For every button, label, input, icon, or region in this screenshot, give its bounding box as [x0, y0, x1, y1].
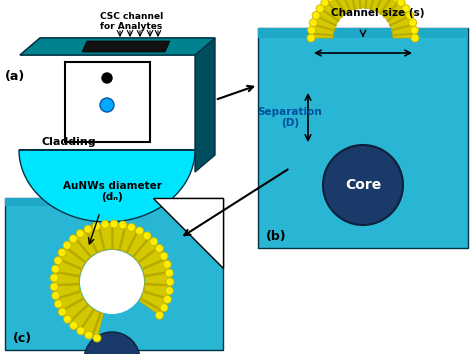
Text: (a): (a) — [5, 70, 25, 83]
Circle shape — [52, 292, 60, 299]
Circle shape — [50, 274, 58, 282]
Polygon shape — [195, 38, 215, 172]
Circle shape — [58, 249, 66, 257]
Circle shape — [155, 311, 164, 319]
Circle shape — [402, 5, 410, 13]
Polygon shape — [82, 41, 170, 52]
Text: (b): (b) — [266, 230, 287, 243]
Text: (dₙ): (dₙ) — [101, 192, 123, 202]
Polygon shape — [153, 198, 223, 268]
Polygon shape — [19, 150, 195, 222]
Text: Core: Core — [345, 178, 381, 192]
Circle shape — [150, 238, 158, 246]
Circle shape — [166, 278, 174, 286]
Circle shape — [54, 257, 62, 264]
Circle shape — [84, 331, 92, 339]
Text: Separation
(D): Separation (D) — [258, 107, 322, 128]
Circle shape — [163, 260, 171, 268]
Circle shape — [70, 321, 78, 330]
Circle shape — [63, 241, 71, 249]
Circle shape — [160, 252, 168, 260]
Circle shape — [397, 0, 405, 7]
Circle shape — [165, 269, 173, 277]
Circle shape — [327, 0, 335, 1]
Circle shape — [310, 19, 317, 27]
Circle shape — [155, 245, 164, 252]
Circle shape — [101, 221, 109, 228]
Bar — [65, 62, 150, 142]
Circle shape — [410, 26, 419, 34]
Circle shape — [58, 308, 66, 316]
Circle shape — [64, 315, 72, 323]
Circle shape — [411, 34, 419, 42]
Polygon shape — [20, 38, 215, 55]
Circle shape — [321, 0, 329, 7]
Circle shape — [100, 98, 114, 112]
Circle shape — [308, 26, 316, 34]
Circle shape — [406, 11, 414, 19]
Polygon shape — [20, 38, 215, 55]
Text: (c): (c) — [13, 332, 32, 345]
Circle shape — [69, 235, 77, 243]
Text: AuNWs diameter: AuNWs diameter — [63, 181, 162, 191]
Circle shape — [392, 0, 400, 1]
Bar — [258, 28, 468, 248]
Circle shape — [50, 283, 58, 291]
Circle shape — [164, 295, 171, 303]
Circle shape — [84, 225, 92, 233]
Circle shape — [307, 34, 315, 42]
Circle shape — [102, 73, 112, 83]
Circle shape — [119, 221, 127, 229]
Circle shape — [84, 332, 140, 354]
Bar — [5, 198, 153, 206]
Text: Channel size (s): Channel size (s) — [331, 8, 425, 18]
Circle shape — [80, 250, 144, 314]
Circle shape — [160, 304, 168, 312]
Text: CSC channel
for Analytes: CSC channel for Analytes — [100, 12, 163, 32]
Circle shape — [312, 11, 320, 19]
Circle shape — [110, 220, 118, 228]
Circle shape — [165, 287, 173, 295]
Bar — [5, 198, 223, 350]
Circle shape — [409, 19, 417, 27]
Circle shape — [77, 327, 85, 335]
Circle shape — [323, 145, 403, 225]
Circle shape — [128, 223, 136, 232]
Bar — [258, 28, 468, 38]
Circle shape — [316, 5, 324, 13]
Polygon shape — [54, 224, 170, 338]
Circle shape — [93, 334, 101, 342]
Circle shape — [52, 265, 59, 273]
Polygon shape — [311, 0, 415, 38]
Circle shape — [143, 232, 151, 240]
Circle shape — [55, 300, 62, 308]
Text: Cladding: Cladding — [42, 137, 97, 147]
Circle shape — [76, 229, 84, 238]
Circle shape — [136, 227, 144, 235]
Circle shape — [92, 222, 100, 230]
